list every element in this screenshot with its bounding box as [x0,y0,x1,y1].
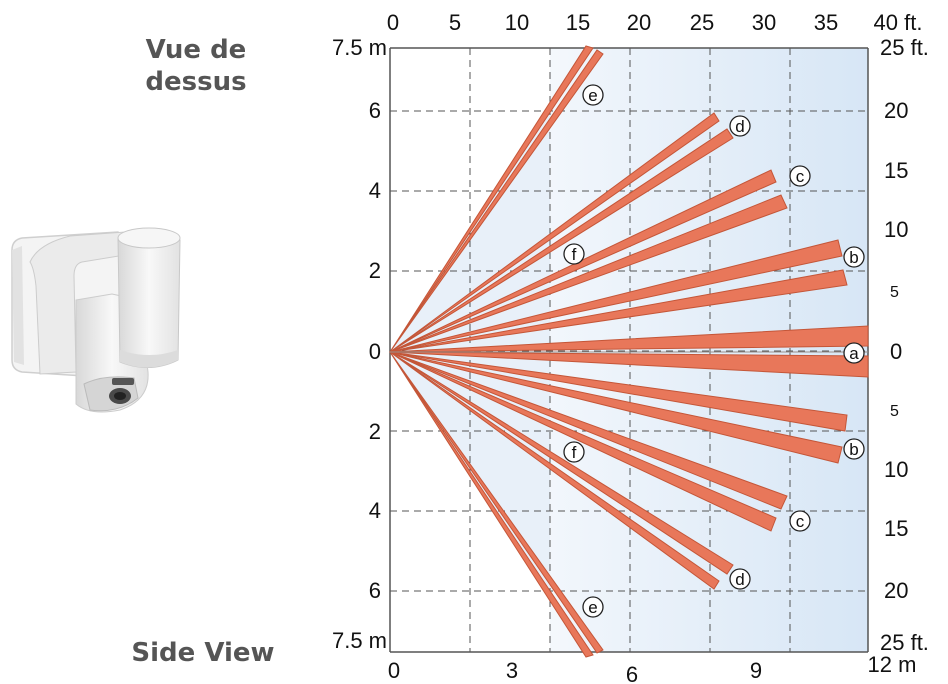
svg-text:e: e [588,86,597,105]
beam-b-bottom-1 [389,351,848,432]
beam-b-top-1 [389,239,843,353]
top-tick: 20 [627,10,651,35]
beam-d-top-2 [389,128,734,353]
left-axis-ticks: 7.5 m 6 4 2 0 2 4 6 7.5 m [332,35,387,653]
beam-b-bottom-2 [389,351,843,464]
zone-label-f-top: f [563,243,585,265]
left-tick: 2 [369,419,381,444]
top-axis-ticks: 0 5 10 15 20 25 30 35 40 ft. [387,10,923,35]
top-tick: 30 [752,10,776,35]
detection-beams [389,45,869,658]
top-tick: 15 [566,10,590,35]
title-fr-line1: Vue de [146,35,247,65]
bottom-tick: 12 m [868,652,917,677]
camera-detector-icon [11,227,181,413]
right-tick: 20 [884,98,908,123]
beam-e-top-1 [389,45,594,353]
top-tick: 40 ft. [874,10,923,35]
right-tick: 15 [884,516,908,541]
svg-text:c: c [796,512,805,531]
beam-c-bottom-1 [389,351,788,510]
left-tick: 0 [369,339,381,364]
beam-a-bottom [389,351,869,378]
svg-text:e: e [588,598,597,617]
beam-e-top-2 [389,49,604,353]
right-tick: 20 [884,578,908,603]
svg-text:a: a [849,344,859,363]
bottom-tick: 0 [388,658,400,683]
title-fr-line2: dessus [145,67,246,97]
svg-text:b: b [849,440,858,459]
left-tick: 4 [369,178,381,203]
left-tick: 7.5 m [332,628,387,653]
beam-e-bottom-2 [389,351,594,658]
left-tick: 6 [369,578,381,603]
svg-text:f: f [572,245,577,264]
right-tick: 10 [884,217,908,242]
left-tick: 6 [369,98,381,123]
zone-label-e-top: e [582,84,604,106]
bottom-axis-ticks: 0 3 6 9 12 m [388,652,917,684]
bottom-tick: 9 [750,658,762,683]
top-tick: 25 [690,10,714,35]
right-tick: 10 [884,457,908,482]
svg-text:b: b [849,248,858,267]
right-tick: 25 ft. [880,630,929,655]
left-tick: 7.5 m [332,35,387,60]
right-tick: 25 ft. [880,35,929,60]
beam-c-bottom-2 [389,351,777,532]
zone-label-f-bottom: f [563,441,585,463]
zone-label-b-top: b [843,246,865,268]
top-tick: 35 [814,10,838,35]
top-tick: 5 [449,10,461,35]
right-tick: 5 [890,403,899,420]
zone-label-c-bottom: c [789,510,811,532]
zone-label-d-top: d [729,115,751,137]
grid [389,47,869,653]
right-tick: 5 [890,284,899,301]
left-tick: 2 [369,258,381,283]
beam-e-bottom-1 [389,351,604,654]
coverage-area [390,48,868,652]
beam-b-top-2 [389,269,848,353]
title-en: Side View [131,638,274,668]
zone-label-b-bottom: b [843,438,865,460]
beam-d-bottom-1 [389,351,734,575]
zone-labels: e d c f b a b f c d e [563,84,865,618]
right-axis-ticks: 25 ft. 20 15 10 5 0 5 10 15 20 25 ft. [880,35,929,655]
bottom-tick: 3 [506,658,518,683]
top-tick: 0 [387,10,399,35]
beam-c-top-2 [389,194,788,353]
left-tick: 4 [369,498,381,523]
right-tick: 0 [890,339,902,364]
zone-label-a: a [843,342,865,364]
svg-text:f: f [572,443,577,462]
zone-label-c-top: c [789,165,811,187]
zone-label-d-bottom: d [729,568,751,590]
top-tick: 10 [505,10,529,35]
right-tick: 15 [884,158,908,183]
beam-a-top [389,325,869,353]
beam-d-top-1 [389,112,720,353]
beam-d-bottom-2 [389,351,720,590]
zone-label-e-bottom: e [582,596,604,618]
svg-text:c: c [796,167,805,186]
bottom-tick: 6 [626,662,638,684]
svg-text:d: d [735,117,744,136]
svg-text:d: d [735,570,744,589]
